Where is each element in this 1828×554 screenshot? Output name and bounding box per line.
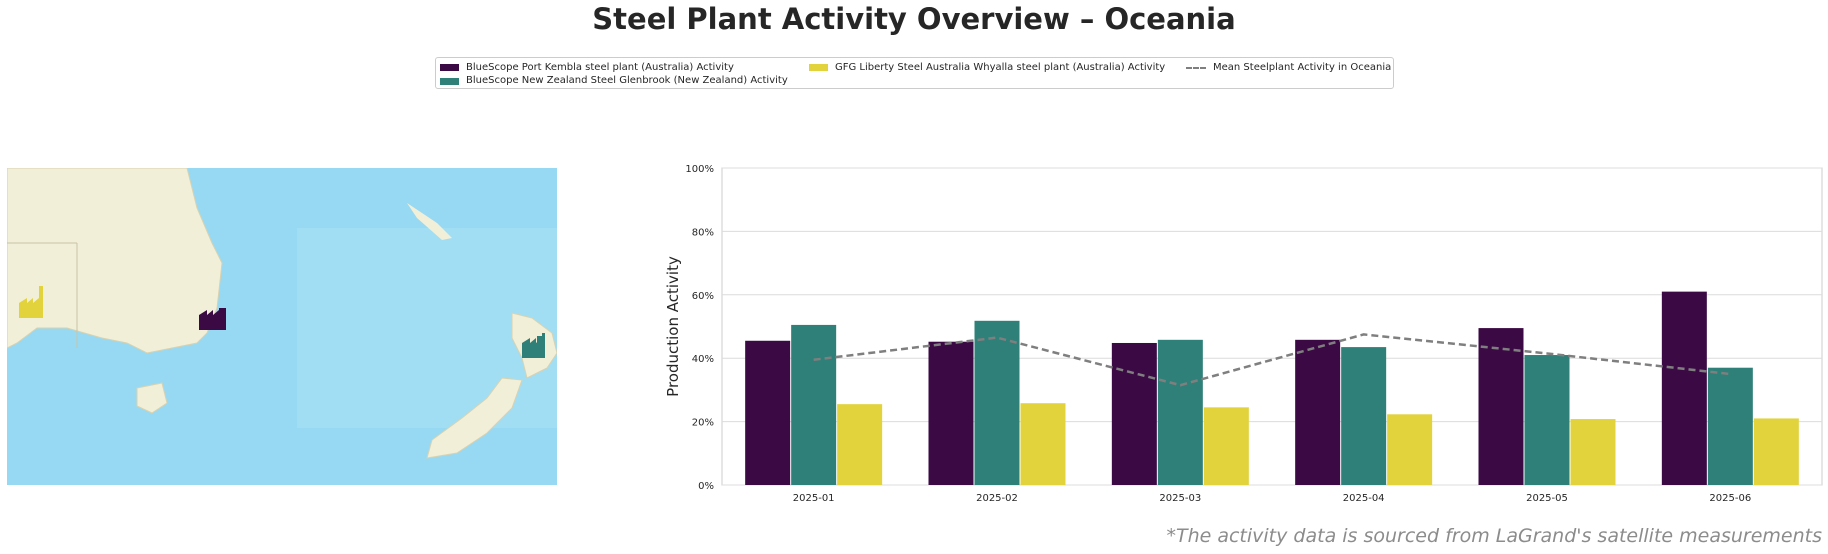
y-axis-label: Production Activity xyxy=(664,256,682,397)
legend-swatch-glenbrook xyxy=(440,78,459,85)
bar-glenbrook xyxy=(791,324,837,485)
bar-port-kembla xyxy=(1661,291,1707,485)
y-tick-label: 100% xyxy=(685,164,714,175)
y-tick-label: 20% xyxy=(692,418,714,429)
nz-south-island xyxy=(426,377,523,459)
y-tick-label: 0% xyxy=(698,481,714,492)
bar-whyalla xyxy=(1753,418,1799,485)
factory-icon-port-kembla xyxy=(199,308,226,330)
bar-glenbrook xyxy=(1157,339,1203,485)
bar-port-kembla xyxy=(928,341,974,485)
bar-glenbrook xyxy=(974,320,1020,485)
legend-swatch-port-kembla xyxy=(440,64,459,71)
bar-whyalla xyxy=(1387,414,1433,485)
bar-glenbrook xyxy=(1341,347,1387,485)
x-tick-label: 2025-02 xyxy=(976,493,1018,504)
bar-port-kembla xyxy=(1478,328,1524,485)
tasmania-land xyxy=(136,382,168,414)
y-tick-label: 60% xyxy=(692,291,714,302)
bar-glenbrook xyxy=(1707,367,1753,485)
bar-whyalla xyxy=(1570,419,1616,485)
new-caledonia-land xyxy=(407,203,452,240)
plot-area xyxy=(721,167,1823,486)
legend-swatch-whyalla xyxy=(809,64,828,71)
page-title: Steel Plant Activity Overview – Oceania xyxy=(592,2,1236,36)
x-tick-label: 2025-05 xyxy=(1526,493,1568,504)
bar-port-kembla xyxy=(745,340,791,485)
x-tick-label: 2025-01 xyxy=(793,493,835,504)
factory-icon-glenbrook xyxy=(522,333,545,358)
bar-port-kembla xyxy=(1111,342,1157,485)
australia-land xyxy=(7,168,223,354)
oceania-map xyxy=(7,168,557,485)
legend-label-mean: Mean Steelplant Activity in Oceania xyxy=(1213,62,1392,73)
x-tick-label: 2025-04 xyxy=(1343,493,1385,504)
factory-icon-whyalla xyxy=(19,286,43,318)
y-tick-label: 80% xyxy=(692,227,714,238)
y-tick-label: 40% xyxy=(692,354,714,365)
x-tick-label: 2025-06 xyxy=(1709,493,1751,504)
x-tick-label: 2025-03 xyxy=(1159,493,1201,504)
source-footnote: *The activity data is sourced from LaGra… xyxy=(1166,525,1822,547)
map-svg xyxy=(7,168,557,485)
bar-whyalla xyxy=(1203,407,1249,485)
chart-legend: BlueScope Port Kembla steel plant (Austr… xyxy=(435,57,1394,89)
bar-whyalla xyxy=(1020,403,1066,485)
activity-chart: 0% 20% 40% 60% 80% 100% Production Activity 202… xyxy=(660,160,1828,524)
legend-label-glenbrook: BlueScope New Zealand Steel Glenbrook (N… xyxy=(466,75,788,86)
legend-label-port-kembla: BlueScope Port Kembla steel plant (Austr… xyxy=(466,62,734,73)
chart-svg: 0% 20% 40% 60% 80% 100% Production Activity 202… xyxy=(664,164,1823,504)
legend-dash-mean xyxy=(1186,67,1206,69)
legend-label-whyalla: GFG Liberty Steel Australia Whyalla stee… xyxy=(835,62,1166,73)
bar-whyalla xyxy=(837,404,883,485)
bar-glenbrook xyxy=(1524,355,1570,485)
bar-port-kembla xyxy=(1295,339,1341,485)
